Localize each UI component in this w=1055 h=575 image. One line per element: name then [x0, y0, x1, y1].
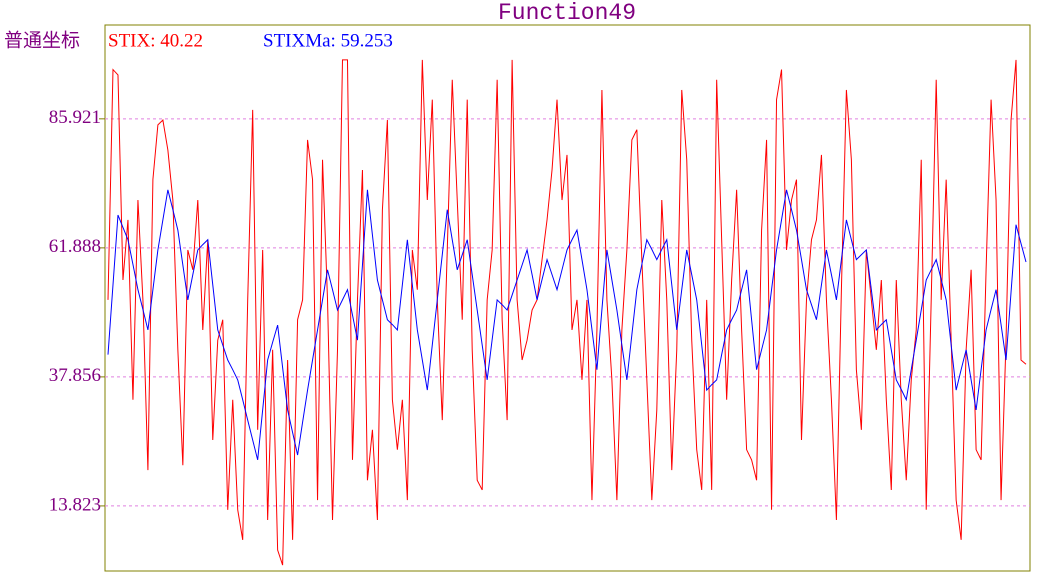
legend-entry: STIX: 40.22 [108, 30, 203, 51]
y-axis-label: 普通坐标 [4, 29, 80, 51]
plot-frame [104, 24, 1031, 572]
y-tick-label: 37.856 [49, 365, 101, 386]
legend-entry: STIXMa: 59.253 [263, 30, 393, 51]
y-tick-label: 61.888 [49, 236, 101, 257]
y-tick-label: 85.921 [49, 107, 101, 128]
series-line [107, 189, 1027, 460]
chart-title: Function49 [498, 0, 636, 26]
y-tick-label: 13.823 [49, 494, 101, 515]
series-line [107, 59, 1027, 566]
